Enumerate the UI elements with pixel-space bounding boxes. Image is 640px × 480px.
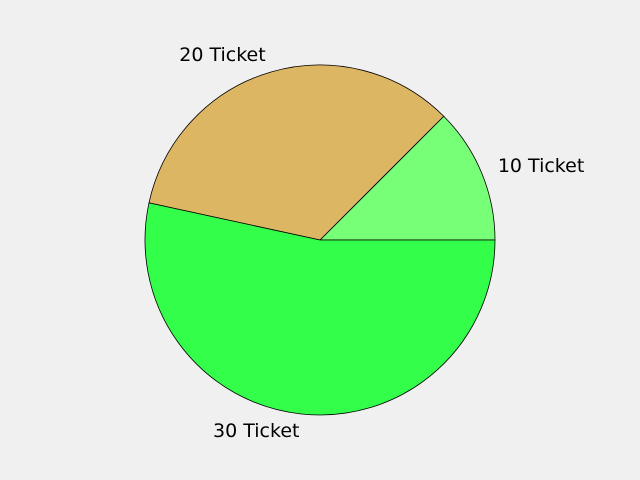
pie-slice-10-ticket [319, 115, 496, 241]
pie-slice-30-ticket [144, 202, 496, 416]
pie-slice-20-ticket [148, 64, 445, 241]
pie-slices [144, 64, 496, 416]
pie-labels: 10 Ticket 20 Ticket 30 Ticket [179, 44, 584, 442]
pie-label-10-ticket: 10 Ticket [498, 155, 584, 177]
pie-label-20-ticket: 20 Ticket [179, 44, 265, 66]
pie-label-30-ticket: 30 Ticket [213, 420, 299, 442]
